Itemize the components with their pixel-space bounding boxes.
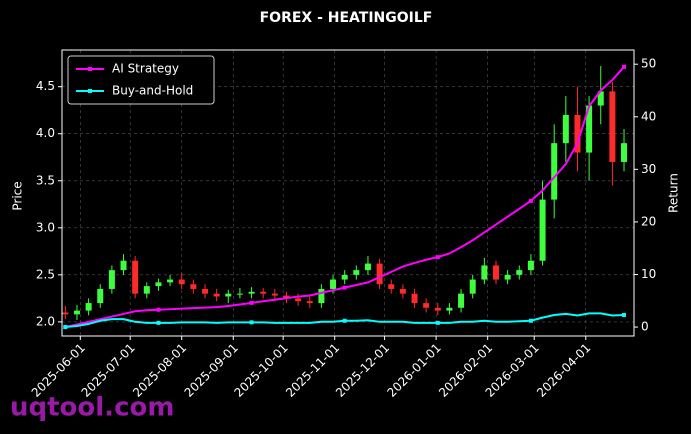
line-marker [435,255,440,260]
candle-body [597,91,604,106]
candle-body [388,284,395,289]
chart-title: FOREX - HEATINGOILF [260,10,433,26]
candle-body [248,291,255,294]
candle-body [434,307,441,311]
candle-body [306,301,313,304]
candle-body [178,279,185,285]
legend-marker [88,89,92,93]
y-tick-label: 2.0 [36,314,55,328]
candle-body [586,105,593,153]
candle-body [62,312,69,315]
y2-tick-label: 0 [641,320,649,334]
legend: AI Strategy Buy-and-Hold [67,55,215,105]
candle-body [120,260,127,271]
legend-label: Buy-and-Hold [112,84,193,98]
candle-body [516,270,523,275]
legend-box [67,55,215,105]
candle-body [283,295,290,299]
legend-marker [88,67,92,71]
candle-body [481,265,488,280]
y2-axis-label: Return [667,173,681,213]
line-marker [249,320,254,325]
candle-body [492,265,499,280]
candle-body [330,279,337,289]
candle-body [295,298,302,302]
line-marker [249,300,254,305]
line-marker [342,285,347,290]
candle-body [213,293,220,297]
y-tick-label: 3.5 [36,173,55,187]
y2-tick-label: 10 [641,267,656,281]
candle-body [609,91,616,162]
candle-body [167,279,174,283]
candle-body [562,114,569,144]
y2-tick-label: 40 [641,109,656,123]
candle-body [364,263,371,271]
y-tick-label: 4.5 [36,79,55,93]
line-marker [342,318,347,323]
candle-body [353,270,360,275]
candle-body [341,274,348,280]
candle-body [574,114,581,153]
candle-body [504,274,511,280]
candle-body [143,286,150,294]
candle-body [108,270,115,289]
candle-body [132,260,139,294]
candle-body [399,288,406,294]
candle-body [236,293,243,295]
candle-body [202,288,208,294]
candle-body [527,260,534,271]
candle-body [621,143,628,162]
y-tick-label: 4.0 [36,126,55,140]
candle-body [423,303,430,308]
y-tick-label: 2.5 [36,267,55,281]
line-marker [622,64,627,69]
candle-body [85,303,92,311]
line-marker [156,320,161,325]
candle-body [260,291,267,294]
y2-tick-label: 30 [641,162,656,176]
y2-tick-label: 20 [641,214,656,228]
line-marker [63,325,68,330]
line-marker [435,320,440,325]
line-marker [156,307,161,312]
line-marker [622,312,627,317]
candle-body [446,307,453,311]
candle-body [318,288,325,304]
y-tick-label: 3.0 [36,220,55,234]
candle-body [411,293,418,304]
y2-tick-label: 50 [641,57,656,71]
candle-body [155,282,162,287]
plot-frame [61,49,635,337]
candle-body [73,310,80,315]
legend-label: AI Strategy [112,62,179,76]
watermark: uqtool.com [10,393,174,423]
line-marker [528,318,533,323]
candle-body [225,293,232,297]
candle-body [458,293,465,308]
candle-body [97,288,104,304]
candle-body [469,279,476,294]
candle-body [271,293,278,296]
y-axis-label: Price [11,181,25,210]
candle-body [190,284,197,289]
candle-body [376,263,383,285]
candle-body [551,143,558,200]
candle-body [539,199,546,261]
line-marker [528,198,533,203]
